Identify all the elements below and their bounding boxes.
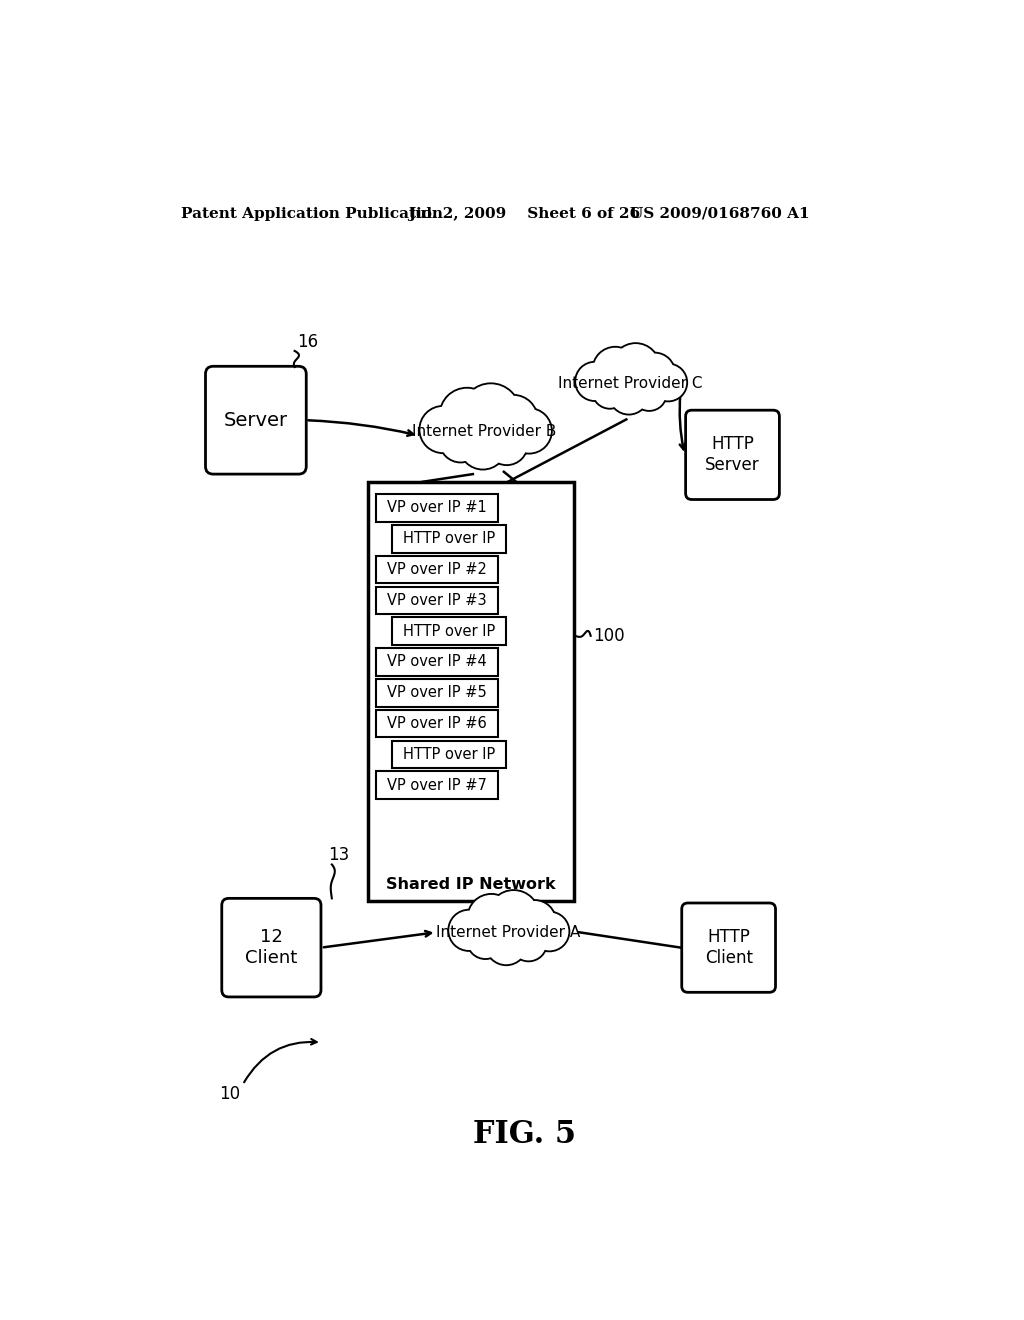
Circle shape: [421, 408, 465, 451]
Circle shape: [490, 396, 537, 442]
Circle shape: [420, 407, 466, 453]
Circle shape: [489, 892, 538, 939]
Text: VP over IP #3: VP over IP #3: [387, 593, 487, 609]
FancyBboxPatch shape: [376, 678, 499, 706]
Circle shape: [440, 421, 481, 462]
FancyBboxPatch shape: [686, 411, 779, 499]
Text: Server: Server: [224, 411, 288, 430]
Text: VP over IP #1: VP over IP #1: [387, 500, 487, 516]
Text: VP over IP #4: VP over IP #4: [387, 655, 487, 669]
FancyBboxPatch shape: [376, 586, 499, 614]
Circle shape: [469, 895, 514, 940]
Circle shape: [441, 422, 480, 461]
Text: Internet Provider B: Internet Provider B: [413, 424, 557, 440]
Text: Jul. 2, 2009    Sheet 6 of 26: Jul. 2, 2009 Sheet 6 of 26: [409, 207, 641, 220]
Circle shape: [612, 343, 659, 391]
Circle shape: [508, 409, 550, 451]
Circle shape: [440, 388, 494, 441]
Text: VP over IP #7: VP over IP #7: [387, 777, 487, 793]
Text: Patent Application Publication: Patent Application Publication: [180, 207, 442, 220]
Text: 100: 100: [593, 627, 625, 644]
Text: HTTP over IP: HTTP over IP: [402, 531, 495, 546]
Circle shape: [515, 902, 554, 941]
FancyBboxPatch shape: [369, 482, 573, 902]
Circle shape: [486, 924, 526, 965]
Circle shape: [593, 347, 637, 391]
Circle shape: [441, 389, 493, 441]
FancyBboxPatch shape: [391, 618, 506, 645]
Circle shape: [609, 376, 648, 414]
Text: HTTP
Server: HTTP Server: [706, 436, 760, 474]
Circle shape: [468, 895, 515, 941]
Circle shape: [633, 378, 666, 409]
FancyBboxPatch shape: [222, 899, 321, 997]
Text: HTTP over IP: HTTP over IP: [402, 623, 495, 639]
Circle shape: [632, 376, 667, 411]
Text: 16: 16: [297, 333, 318, 351]
Text: VP over IP #2: VP over IP #2: [387, 562, 487, 577]
Circle shape: [507, 409, 551, 453]
Circle shape: [531, 913, 567, 949]
Text: US 2009/0168760 A1: US 2009/0168760 A1: [630, 207, 810, 220]
Circle shape: [468, 923, 503, 958]
Circle shape: [594, 375, 626, 407]
Text: VP over IP #6: VP over IP #6: [387, 715, 487, 731]
Circle shape: [575, 363, 614, 400]
Circle shape: [593, 375, 627, 408]
Circle shape: [486, 424, 527, 465]
Text: Internet Provider C: Internet Provider C: [558, 376, 702, 391]
Circle shape: [635, 354, 675, 393]
Circle shape: [460, 422, 506, 469]
Circle shape: [449, 911, 489, 950]
Circle shape: [469, 924, 502, 957]
Circle shape: [489, 396, 538, 444]
Circle shape: [488, 891, 539, 940]
Text: HTTP
Client: HTTP Client: [705, 928, 753, 968]
Circle shape: [651, 366, 685, 400]
Circle shape: [511, 925, 547, 961]
Circle shape: [594, 348, 636, 391]
Circle shape: [530, 912, 568, 950]
FancyBboxPatch shape: [376, 556, 499, 583]
Text: Internet Provider A: Internet Provider A: [435, 925, 580, 940]
FancyBboxPatch shape: [682, 903, 775, 993]
Text: Shared IP Network: Shared IP Network: [386, 876, 556, 892]
FancyBboxPatch shape: [376, 494, 499, 521]
Circle shape: [650, 364, 686, 401]
Circle shape: [514, 900, 555, 942]
Circle shape: [487, 425, 526, 463]
Circle shape: [463, 385, 518, 440]
Text: 10: 10: [219, 1085, 241, 1104]
Circle shape: [613, 345, 658, 389]
Text: FIG. 5: FIG. 5: [473, 1119, 577, 1150]
Circle shape: [610, 378, 647, 413]
FancyBboxPatch shape: [376, 648, 499, 676]
FancyBboxPatch shape: [391, 525, 506, 553]
Circle shape: [512, 927, 546, 960]
Circle shape: [636, 354, 674, 392]
Circle shape: [450, 911, 488, 949]
FancyBboxPatch shape: [206, 367, 306, 474]
Circle shape: [461, 424, 505, 467]
FancyBboxPatch shape: [376, 710, 499, 738]
Circle shape: [487, 925, 525, 964]
Circle shape: [577, 363, 613, 400]
Text: HTTP over IP: HTTP over IP: [402, 747, 495, 762]
FancyBboxPatch shape: [376, 771, 499, 799]
Text: 13: 13: [328, 846, 349, 865]
Text: VP over IP #5: VP over IP #5: [387, 685, 487, 701]
Circle shape: [462, 384, 519, 441]
FancyBboxPatch shape: [391, 741, 506, 768]
Text: 12
Client: 12 Client: [246, 928, 298, 968]
